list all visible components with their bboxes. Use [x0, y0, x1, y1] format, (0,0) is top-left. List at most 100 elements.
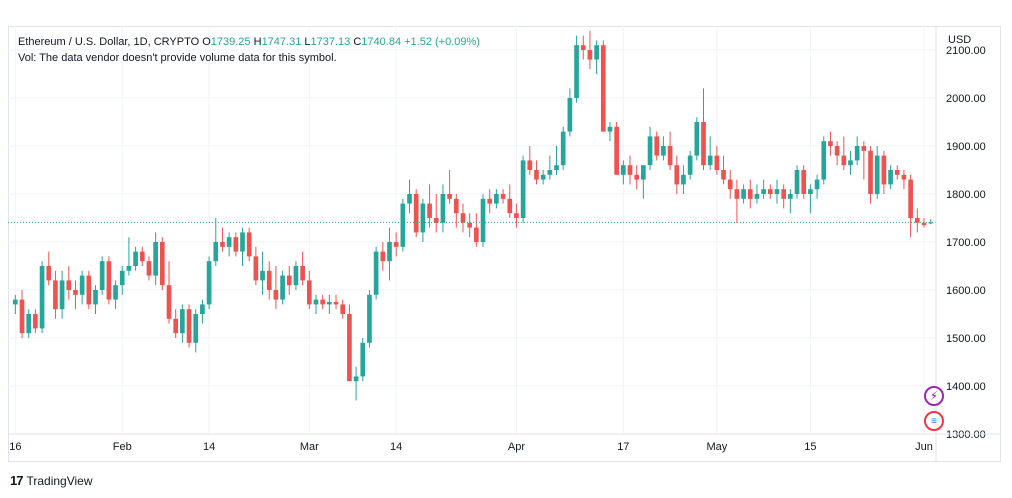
candle-body [373, 251, 379, 295]
candle-body [467, 222, 472, 228]
candle [647, 126, 653, 170]
candle-body [266, 270, 272, 290]
candle-body [567, 98, 573, 132]
candle-body [474, 227, 479, 242]
candle-body [874, 155, 880, 194]
candle [754, 184, 760, 204]
candle-body [93, 290, 98, 305]
candle-body [360, 342, 366, 377]
candle [734, 179, 740, 223]
candle [79, 270, 85, 305]
candle-body [594, 45, 599, 60]
candle [206, 256, 212, 310]
candle-body [420, 203, 426, 233]
candle-body [921, 222, 927, 226]
candle [280, 270, 285, 305]
candle [266, 261, 272, 300]
candle [928, 219, 933, 225]
candle-body [126, 266, 132, 271]
candle [661, 136, 666, 161]
legend-high-label: H [253, 36, 262, 48]
candle-body [427, 203, 432, 218]
legend-symbol-ohlc: Ethereum / U.S. Dollar, 1D, CRYPTO O1739… [18, 35, 480, 49]
candle [407, 179, 412, 214]
candle-body [313, 299, 319, 305]
candle [180, 304, 185, 343]
candle-body [113, 285, 118, 300]
time-axis[interactable]: 16 Feb 14 Mar 14 Apr 17 May 15 Jun [8, 433, 1001, 453]
candle [701, 88, 706, 170]
candle-body [460, 213, 466, 223]
tradingview-brand[interactable]: 17 TradingView [10, 473, 93, 488]
candle-body [781, 189, 787, 199]
candle-body [814, 179, 820, 190]
candle [53, 270, 58, 319]
candle-body [119, 270, 125, 286]
candle-body [828, 141, 833, 146]
candle-body [620, 165, 626, 175]
candle [848, 150, 853, 175]
candle [119, 266, 125, 295]
currency-label[interactable]: USD [948, 34, 972, 46]
candle [360, 338, 366, 382]
candle-body [928, 222, 933, 224]
lightning-icon[interactable]: ⚡ [924, 386, 944, 406]
y-tick-label: 2100.00 [946, 45, 986, 57]
y-tick-label: 1700.00 [946, 237, 986, 249]
candle-body [440, 194, 446, 223]
candle [627, 155, 633, 185]
candle [540, 170, 546, 185]
candle [774, 179, 780, 204]
y-tick-label: 1900.00 [946, 141, 986, 153]
candlestick-chart[interactable]: 2100.00 2000.00 1900.00 1800.00 1700.00 1600.… [8, 26, 1001, 462]
candle [594, 40, 599, 74]
candle-body [33, 314, 38, 329]
candle [59, 270, 65, 319]
candle [300, 251, 305, 286]
candle-body [286, 275, 292, 286]
candle-body [407, 194, 412, 204]
candle-body [333, 302, 339, 305]
candle-body [901, 174, 907, 180]
candle [567, 88, 573, 137]
candle-body [66, 280, 72, 290]
candle-body [614, 126, 619, 175]
candle-body [687, 155, 693, 175]
candle-body [821, 141, 827, 180]
candle [286, 266, 292, 295]
candle-body [694, 122, 700, 156]
candle-body [153, 242, 158, 276]
candle-body [560, 131, 566, 166]
candle [373, 246, 379, 300]
candle [794, 165, 800, 199]
candle [159, 237, 165, 290]
price-axis[interactable]: 2100.00 2000.00 1900.00 1800.00 1700.00 1600.… [935, 26, 986, 462]
candle-body [353, 376, 359, 382]
candle-body [554, 165, 559, 170]
candle [200, 299, 205, 324]
y-tick-label: 1300.00 [946, 429, 986, 441]
candle-body [647, 136, 653, 166]
candle [834, 141, 840, 166]
candle [674, 155, 680, 194]
candle [854, 136, 860, 166]
candle [253, 246, 259, 286]
candle-body [641, 165, 646, 180]
candle [467, 213, 472, 238]
candle-body [159, 242, 165, 286]
candle [741, 184, 746, 204]
candle [828, 131, 833, 156]
candle-body [26, 314, 32, 334]
candle-body [808, 189, 813, 194]
candle [400, 198, 406, 252]
candle [66, 266, 72, 300]
flag-icon[interactable]: ≡ [924, 411, 944, 431]
candle [139, 246, 145, 266]
legend-symbol[interactable]: Ethereum / U.S. Dollar, 1D, CRYPTO [18, 36, 200, 48]
candle [460, 203, 466, 233]
candle-body [894, 170, 900, 175]
candle-body [280, 275, 285, 300]
candle [106, 256, 112, 305]
candle-body [741, 189, 746, 199]
candle [554, 146, 559, 175]
